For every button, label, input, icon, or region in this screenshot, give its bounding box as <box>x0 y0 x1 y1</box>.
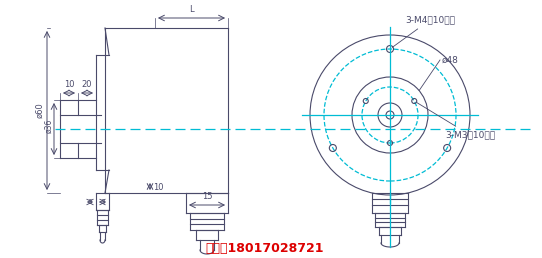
Text: 10: 10 <box>64 80 74 89</box>
Text: 手机：18017028721: 手机：18017028721 <box>206 241 324 254</box>
Text: 3: 3 <box>88 199 92 205</box>
Text: 15: 15 <box>202 192 212 201</box>
Text: ø48: ø48 <box>442 55 459 64</box>
Text: 20: 20 <box>82 80 92 89</box>
Text: 3: 3 <box>100 199 105 205</box>
Text: 10: 10 <box>153 182 164 191</box>
Text: 3-M4深10均布: 3-M4深10均布 <box>392 15 455 47</box>
Text: L: L <box>189 5 193 14</box>
Text: 3-M3深10均布: 3-M3深10均布 <box>417 102 495 140</box>
Text: ø60: ø60 <box>35 103 44 118</box>
Text: ø36: ø36 <box>44 119 53 133</box>
